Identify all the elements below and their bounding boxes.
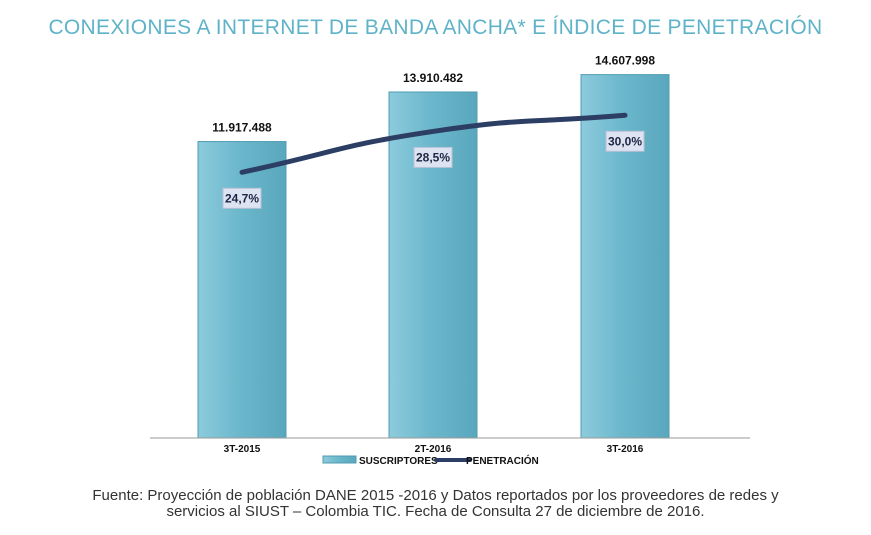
bar-2T-2016: [388, 91, 478, 439]
bar-3T-2015: [197, 141, 287, 439]
penetration-label-box: [605, 130, 645, 152]
source-note: Fuente: Proyección de población DANE 201…: [0, 488, 871, 520]
x-tick-label: 3T-2016: [607, 444, 644, 455]
legend-label-suscriptores: SUSCRIPTORES: [359, 456, 438, 467]
penetration-value-label: 28,5%: [416, 150, 450, 164]
penetration-value-label: 24,7%: [225, 191, 259, 205]
penetration-label-box: [222, 187, 262, 209]
x-tick-label: 3T-2015: [224, 444, 261, 455]
legend-swatch-suscriptores: [322, 455, 357, 464]
bar-3T-2016: [580, 74, 670, 439]
legend-label-penetracion: PENETRACIÓN: [466, 454, 539, 467]
bar-value-label: 13.910.482: [403, 71, 463, 85]
chart-title: CONEXIONES A INTERNET DE BANDA ANCHA* E …: [48, 16, 823, 39]
source-line-2: servicios al SIUST – Colombia TIC. Fecha…: [166, 503, 705, 520]
penetration-label-box: [413, 146, 453, 168]
bar-value-label: 14.607.998: [595, 54, 655, 68]
bar-value-label: 11.917.488: [212, 121, 272, 135]
x-tick-label: 2T-2016: [415, 444, 452, 455]
penetration-line: [239, 112, 628, 175]
penetration-value-label: 30,0%: [608, 134, 642, 148]
source-line-1: Fuente: Proyección de población DANE 201…: [92, 487, 779, 504]
